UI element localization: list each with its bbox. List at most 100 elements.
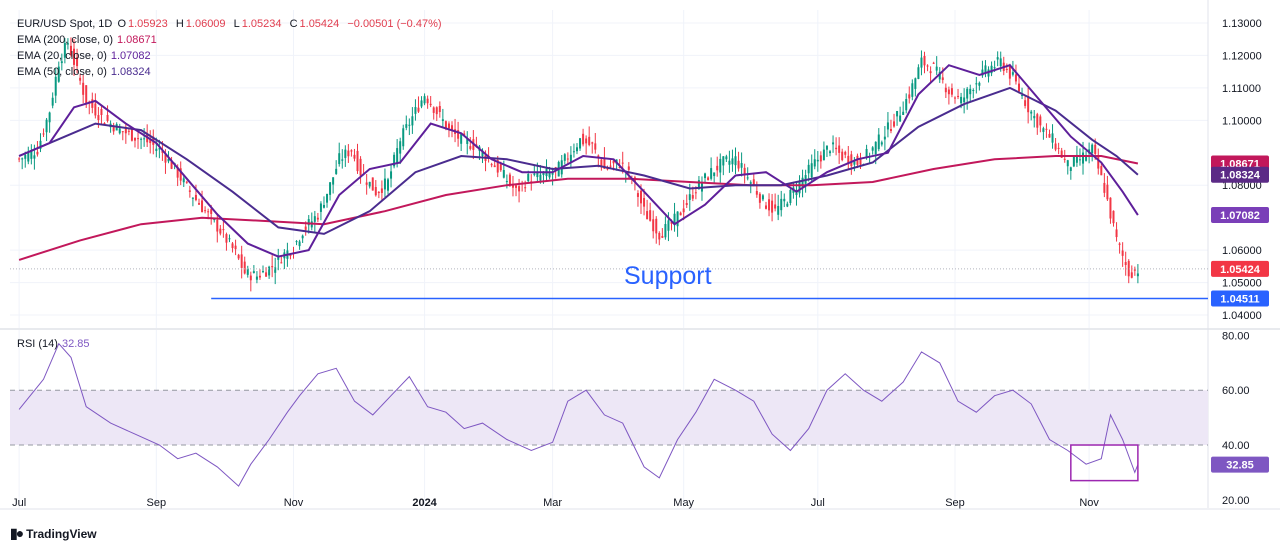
candle-body <box>469 146 472 149</box>
candle-body <box>249 275 252 281</box>
candle-body <box>161 151 164 153</box>
candle-body <box>234 245 237 250</box>
candle-body <box>73 48 76 65</box>
candle-body <box>359 158 362 176</box>
candle-body <box>137 138 140 140</box>
candle-body <box>316 217 319 220</box>
support-line <box>10 268 1208 300</box>
candle-body <box>140 138 143 140</box>
candle-body <box>1091 144 1094 154</box>
candle-body <box>969 88 972 95</box>
candle-body <box>859 157 862 165</box>
price-tick-label: 1.04000 <box>1222 310 1262 322</box>
candle-body <box>252 271 255 273</box>
candle-body <box>426 98 429 104</box>
candle-body <box>829 151 832 154</box>
candle-body <box>451 125 454 130</box>
candle-body <box>960 96 963 104</box>
candle-body <box>1027 96 1030 113</box>
candle-body <box>301 235 304 239</box>
ema-lines <box>18 64 1139 261</box>
candle-body <box>435 107 438 115</box>
candle-body <box>768 199 771 211</box>
candle-body <box>1097 155 1100 169</box>
candle-body <box>572 151 575 153</box>
candle-body <box>1118 243 1121 245</box>
candle-body <box>82 82 85 95</box>
candle-body <box>54 76 57 96</box>
candle-body <box>551 173 554 175</box>
candle-body <box>1036 114 1039 128</box>
candle-body <box>63 43 66 58</box>
candle-body <box>950 88 953 95</box>
candle-body <box>926 65 929 67</box>
candle-body <box>246 268 249 275</box>
ema50-label: EMA (50, close, 0) <box>17 66 107 78</box>
candle-body <box>313 216 316 222</box>
candle-body <box>886 122 889 130</box>
candle-body <box>219 228 222 234</box>
footer-brand[interactable]: ▮● TradingView <box>10 525 97 542</box>
candle-body <box>262 271 265 273</box>
candle-body <box>673 213 676 226</box>
candle-body <box>1008 65 1011 79</box>
time-tick-label: Mar <box>543 497 562 509</box>
candle-body <box>789 190 792 204</box>
candle-body <box>289 255 292 257</box>
candle-body <box>850 154 853 167</box>
ema200-legend[interactable]: EMA (200, close, 0) 1.08671 <box>17 32 157 48</box>
ema50-legend[interactable]: EMA (50, close, 0) 1.08324 <box>17 64 151 80</box>
candle-body <box>911 83 914 97</box>
rsi-value: 32.85 <box>61 338 90 350</box>
ema20-legend[interactable]: EMA (20, close, 0) 1.07082 <box>17 48 151 64</box>
candle-body <box>761 195 764 200</box>
candle-body <box>1124 262 1127 266</box>
ema200-label: EMA (200, close, 0) <box>17 34 113 46</box>
rsi-tag-label: 32.85 <box>1226 460 1254 472</box>
candle-body <box>274 267 277 273</box>
candle-body <box>627 166 630 170</box>
candle-body <box>777 205 780 215</box>
candle-body <box>231 243 234 249</box>
candle-body <box>975 83 978 85</box>
candle-body <box>944 87 947 93</box>
candle-body <box>185 181 188 183</box>
candle-body <box>996 57 999 60</box>
candle-body <box>999 58 1002 67</box>
candle-body <box>819 155 822 162</box>
candle-body <box>444 121 447 129</box>
candle-body <box>1005 69 1008 71</box>
candle-body <box>600 159 603 167</box>
candle-body <box>932 62 935 64</box>
candle-body <box>496 159 499 173</box>
candle-body <box>298 241 301 247</box>
candle-body <box>679 212 682 216</box>
candle-body <box>103 123 106 125</box>
rsi-band-fill <box>10 390 1208 446</box>
candle-body <box>33 155 36 159</box>
rsi-highlight-box <box>1070 444 1139 482</box>
candle-body <box>640 190 643 204</box>
candle-body <box>764 205 767 209</box>
candle-body <box>667 220 670 231</box>
candle-body <box>569 154 572 162</box>
rsi-tick-label: 20.00 <box>1222 495 1250 507</box>
candle-body <box>771 200 774 213</box>
candle-body <box>377 192 380 194</box>
candle-body <box>957 95 960 97</box>
rsi-tick-label: 60.00 <box>1222 385 1250 397</box>
candle-body <box>847 155 850 165</box>
candle-body <box>149 139 152 144</box>
candle-body <box>380 188 383 193</box>
candle-body <box>356 150 359 172</box>
candle-body <box>447 123 450 129</box>
price-tick-label: 1.05000 <box>1222 278 1262 290</box>
candle-body <box>542 172 545 176</box>
candle-body <box>676 211 679 227</box>
candle-body <box>652 219 655 232</box>
rsi-tick-label: 80.00 <box>1222 330 1250 342</box>
candle-body <box>728 160 731 165</box>
rsi-legend[interactable]: RSI (14) 32.85 <box>17 338 90 350</box>
candle-body <box>466 138 469 144</box>
symbol-title[interactable]: EUR/USD Spot, 1D <box>17 18 113 30</box>
